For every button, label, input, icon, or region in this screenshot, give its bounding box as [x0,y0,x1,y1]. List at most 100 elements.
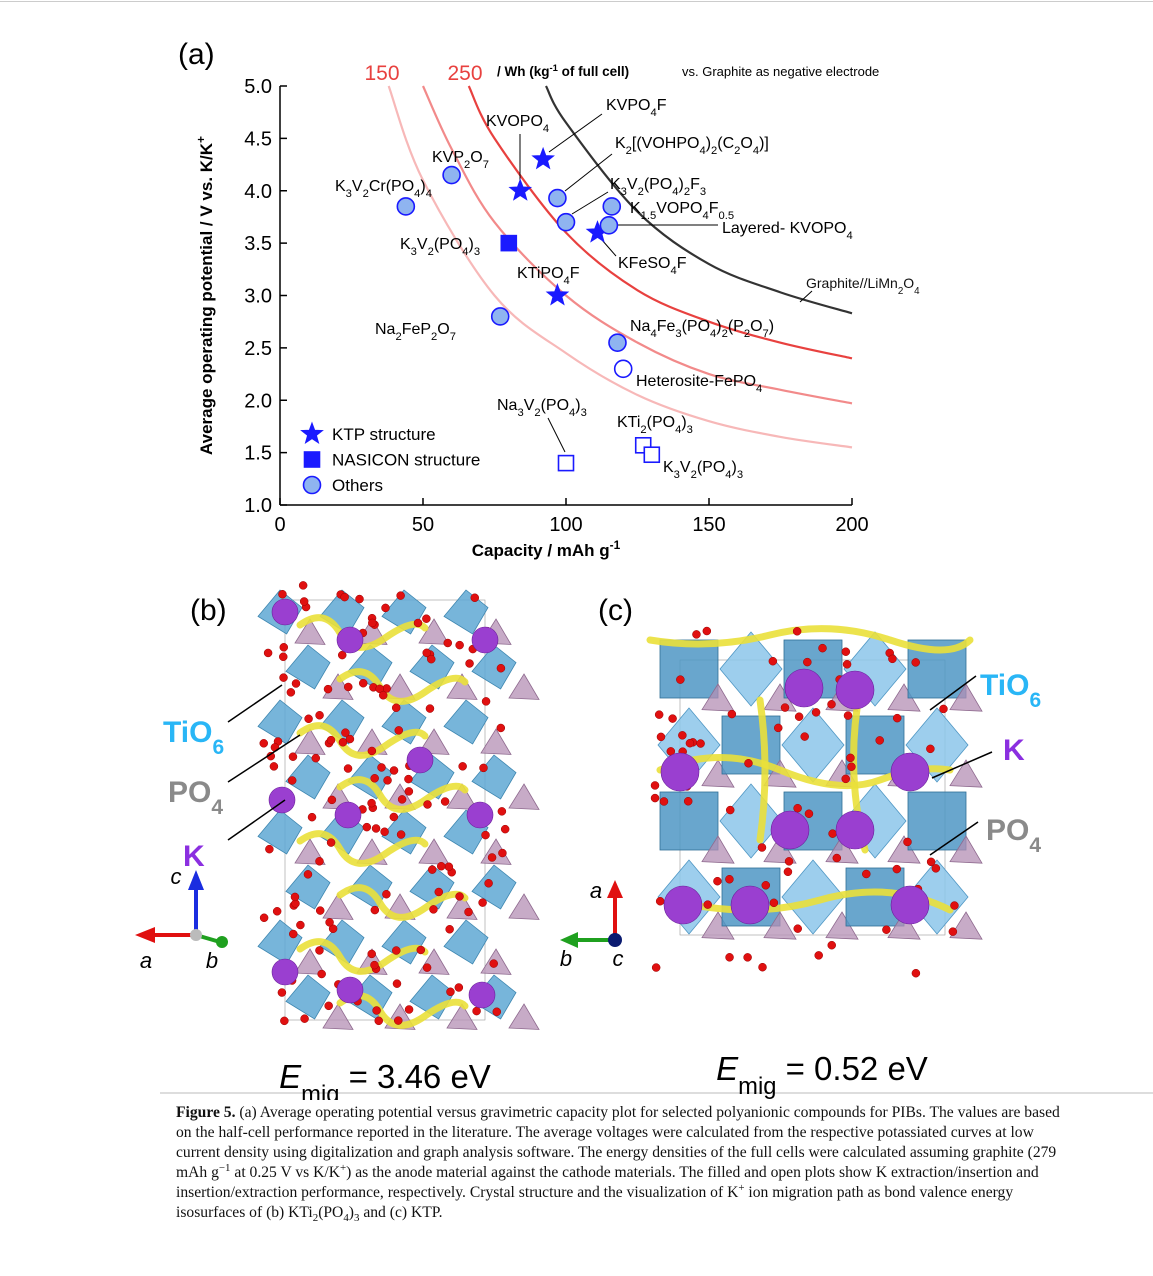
tetrahedron [887,911,921,940]
potassium-atom [271,598,299,626]
oxygen-atom [792,627,802,636]
oxygen-atom [794,712,804,721]
x-tick-label: 150 [692,514,725,536]
oxygen-atom [650,793,660,803]
potassium-atom [770,810,810,850]
oxygen-atom [950,901,959,910]
oxygen-atom [362,822,372,832]
oxygen-atom [315,946,324,955]
octahedron [781,859,845,935]
tetrahedron [418,838,450,865]
caption: Figure 5. (a) Average operating potentia… [176,1103,1076,1224]
oxygen-atom [367,746,377,756]
oxygen-atom [422,648,431,658]
oxygen-atom [683,797,693,806]
tetrahedron [949,683,983,712]
oxygen-atom [279,673,288,682]
potassium-atom [660,752,700,792]
oxygen-atom [651,963,661,972]
oxygen-atom [311,753,321,763]
migration-path [296,722,429,759]
oxygen-atom [948,927,958,936]
oxygen-atom [676,675,685,684]
point-label: Heterosite-FePO4 [636,373,762,395]
oxygen-atom [370,905,380,915]
curve-label: Graphite//LiMn2O4 [806,275,920,297]
square-marker [643,446,661,464]
circle-marker [548,188,567,208]
square-marker [500,234,518,252]
leader [227,684,283,723]
potassium-atom [471,626,499,654]
oxygen-atom [500,824,510,834]
oxygen-atom [278,589,287,599]
energy-curve [387,85,853,449]
oxygen-atom [404,1005,414,1014]
tetrahedron [949,759,983,788]
oxygen-atom [370,774,379,783]
oxygen-atom [843,711,853,720]
y-tick-label: 1.5 [244,443,272,465]
oxygen-atom [481,697,491,706]
oxygen-atom [343,764,353,773]
circle-marker [442,165,461,185]
oxygen-atom [265,844,274,854]
oxygen-atom [392,946,401,955]
tetrahedron [294,618,326,645]
oxygen-atom [656,732,666,742]
oxygen-atom [397,795,407,804]
octahedron [471,864,517,910]
circle-marker [608,333,627,352]
x-tick-label: 50 [412,514,434,536]
oxygen-atom [668,714,677,723]
oxygen-atom [455,892,464,901]
octahedron [907,791,967,851]
oxygen-atom [498,848,507,858]
tetrahedron [949,911,983,940]
oxygen-atom [811,708,821,717]
oxygen-atom [882,925,891,934]
point-label: KFeSO4F [618,255,687,277]
oxygen-atom [370,960,379,970]
leader [548,113,603,153]
oxygen-atom [396,591,405,600]
oxygen-atom [743,953,752,962]
oxygen-atom [758,962,767,972]
leader [929,675,977,711]
oxygen-atom [696,739,705,748]
oxygen-atom [423,800,432,809]
tetrahedron [508,783,540,810]
oxygen-atom [496,723,506,733]
oxygen-atom [911,658,920,667]
oxygen-atom [327,795,337,805]
energy-curve [544,85,853,315]
oxygen-atom [277,988,287,997]
oxygen-atom [358,678,368,688]
oxygen-atom [337,650,347,660]
structure-label: TiO6 [163,716,224,759]
oxygen-atom [344,682,353,692]
circle-marker [302,475,322,495]
oxygen-atom [367,798,376,808]
oxygen-atom [774,723,783,733]
oxygen-atom [761,881,771,890]
oxygen-atom [291,679,301,688]
oxygen-atom [470,593,480,602]
energy-curve [467,85,853,360]
square-marker [303,451,321,468]
oxygen-atom [784,857,794,866]
oxygen-atom [875,736,884,745]
oxygen-atom [298,581,308,590]
potassium-atom [890,885,930,925]
tetrahedron [480,728,512,755]
oxygen-atom [382,889,391,899]
oxygen-atom [389,812,399,822]
oxygen-atom [340,592,349,602]
oxygen-atom [487,853,497,862]
oxygen-atom [659,797,669,806]
tetrahedron [294,728,326,755]
oxygen-atom [338,738,348,747]
y-tick-label: 3.0 [244,286,272,308]
oxygen-atom [654,710,664,719]
oxygen-atom [655,896,665,906]
